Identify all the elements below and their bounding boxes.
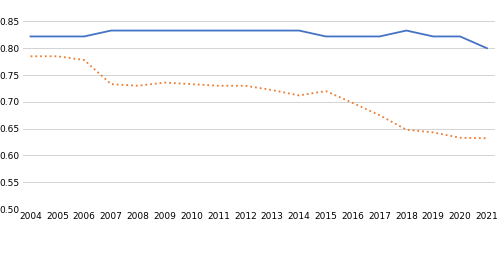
EU East bbox=[457, 136, 463, 139]
EU East bbox=[323, 90, 329, 93]
EU West bbox=[135, 29, 141, 32]
EU East bbox=[350, 101, 356, 105]
EU West bbox=[296, 29, 302, 32]
EU East bbox=[242, 84, 248, 87]
EU West bbox=[54, 35, 60, 38]
EU East bbox=[269, 88, 275, 92]
EU West bbox=[242, 29, 248, 32]
EU East bbox=[28, 55, 34, 58]
EU East bbox=[404, 128, 409, 131]
EU West bbox=[484, 47, 490, 50]
EU East bbox=[162, 81, 168, 84]
EU East bbox=[188, 83, 194, 86]
EU East bbox=[54, 55, 60, 58]
EU West bbox=[108, 29, 114, 32]
EU East bbox=[108, 83, 114, 86]
EU West bbox=[430, 35, 436, 38]
EU West bbox=[162, 29, 168, 32]
EU East bbox=[296, 94, 302, 97]
EU West bbox=[323, 35, 329, 38]
EU West bbox=[350, 35, 356, 38]
EU East bbox=[135, 84, 141, 87]
EU East bbox=[216, 84, 222, 87]
EU West bbox=[269, 29, 275, 32]
Line: EU East: EU East bbox=[30, 56, 487, 138]
Line: EU West: EU West bbox=[30, 31, 487, 48]
EU East bbox=[81, 58, 87, 62]
EU West bbox=[457, 35, 463, 38]
EU West bbox=[188, 29, 194, 32]
EU East bbox=[430, 131, 436, 134]
EU West bbox=[216, 29, 222, 32]
EU East bbox=[376, 114, 382, 117]
EU West bbox=[28, 35, 34, 38]
EU West bbox=[81, 35, 87, 38]
EU East bbox=[484, 137, 490, 140]
EU West bbox=[376, 35, 382, 38]
EU West bbox=[404, 29, 409, 32]
